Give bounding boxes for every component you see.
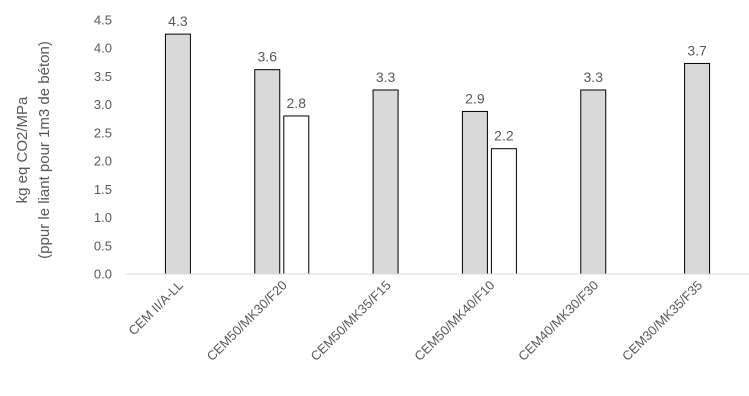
data-label: 2.8 bbox=[287, 95, 307, 111]
bar-series-1-3 bbox=[372, 89, 399, 275]
bar-series-1-2 bbox=[254, 69, 281, 275]
bars bbox=[164, 33, 711, 275]
y-tick-label: 4.5 bbox=[94, 13, 112, 28]
bar-series-2-4 bbox=[490, 148, 517, 275]
y-tick-label: 4.0 bbox=[94, 41, 112, 56]
y-tick-label: 2.5 bbox=[94, 125, 112, 140]
bar-series-1-5 bbox=[580, 89, 607, 275]
data-label: 3.3 bbox=[376, 69, 396, 85]
bar-series-1-4 bbox=[461, 110, 488, 275]
y-tick-label: 0.5 bbox=[94, 238, 112, 253]
x-category-label: CEM30/MK35/F35 bbox=[619, 278, 705, 364]
bar-series-1-6 bbox=[684, 62, 711, 275]
x-axis-categories: CEM II/A-LL CEM50/MK30/F20 CEM50/MK35/F15 C… bbox=[125, 278, 705, 364]
data-label: 3.6 bbox=[258, 49, 278, 65]
bar-series-2-2 bbox=[283, 115, 310, 275]
x-category-label: CEM50/MK35/F15 bbox=[307, 278, 393, 364]
x-category-label: CEM50/MK30/F20 bbox=[204, 278, 290, 364]
data-label: 2.2 bbox=[494, 128, 514, 144]
data-label: 3.7 bbox=[687, 42, 707, 58]
x-category-label: CEM II/A-LL bbox=[125, 278, 186, 339]
data-label: 2.9 bbox=[465, 90, 485, 106]
data-label: 3.3 bbox=[584, 69, 604, 85]
y-axis-ticks: 0.0 0.5 1.0 1.5 2.0 2.5 3.0 3.5 4.0 4.5 bbox=[94, 13, 112, 282]
y-axis-title: kg eq CO2/MPa (ppur le liant pour 1m3 de… bbox=[14, 41, 53, 259]
data-labels: 4.3 3.6 2.8 3.3 2.9 2.2 3.3 3.7 bbox=[168, 13, 707, 144]
y-tick-label: 0.0 bbox=[94, 267, 112, 282]
x-category-label: CEM50/MK40/F10 bbox=[411, 278, 497, 364]
y-tick-label: 1.0 bbox=[94, 210, 112, 225]
y-tick-label: 2.0 bbox=[94, 154, 112, 169]
x-category-label: CEM40/MK30/F30 bbox=[515, 278, 601, 364]
y-tick-label: 1.5 bbox=[94, 182, 112, 197]
y-tick-label: 3.0 bbox=[94, 97, 112, 112]
y-axis-title-line-2: (ppur le liant pour 1m3 de béton) bbox=[36, 41, 53, 259]
bar-series-1-1 bbox=[164, 33, 191, 275]
y-axis-title-line-1: kg eq CO2/MPa bbox=[14, 96, 31, 203]
data-label: 4.3 bbox=[168, 13, 188, 29]
y-tick-label: 3.5 bbox=[94, 69, 112, 84]
